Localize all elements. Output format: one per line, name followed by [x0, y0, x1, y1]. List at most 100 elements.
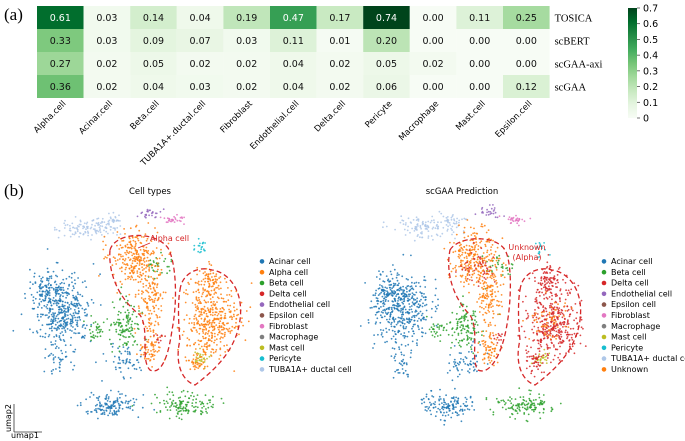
umap-point [518, 406, 521, 409]
umap-point [84, 230, 87, 233]
umap-point [557, 356, 560, 359]
umap-point [459, 248, 461, 251]
umap-point [79, 402, 82, 404]
heatmap-cell [363, 29, 410, 52]
umap-point [59, 294, 62, 296]
umap-point [151, 266, 154, 269]
umap-point [393, 268, 396, 271]
umap-point [52, 354, 55, 356]
umap-point [215, 317, 218, 320]
umap-point [67, 310, 70, 313]
umap-point [414, 298, 417, 301]
umap-point [516, 412, 519, 415]
umap-point [137, 239, 140, 242]
umap-point [421, 312, 424, 315]
umap-point [432, 226, 435, 229]
umap-point [439, 398, 442, 400]
umap-point [126, 353, 129, 355]
heatmap-cell [270, 29, 317, 52]
umap-point [53, 300, 56, 302]
heatmap-value-label: 0.27 [50, 59, 71, 70]
umap-point [68, 229, 71, 232]
umap-point [97, 399, 100, 402]
umap-point [579, 334, 582, 337]
umap-point [210, 355, 213, 357]
umap-point [393, 326, 396, 328]
umap-point [97, 417, 99, 420]
umap-point [212, 281, 215, 284]
umap-point [75, 323, 78, 326]
umap-point [402, 292, 404, 294]
umap-point [141, 346, 143, 349]
umap-point [36, 291, 39, 294]
umap-point [457, 375, 459, 378]
umap-point [63, 227, 66, 229]
umap-point [492, 332, 494, 334]
umap-point [196, 266, 199, 269]
umap-point [66, 306, 69, 308]
umap-point [168, 253, 171, 256]
umap-point [410, 305, 413, 307]
umap-point [482, 300, 485, 302]
umap-point [138, 366, 141, 369]
umap-point [564, 281, 567, 284]
umap-point [462, 230, 465, 232]
umap-point [98, 401, 101, 404]
umap-point [473, 409, 476, 411]
umap-point [210, 325, 213, 327]
umap-point [61, 311, 64, 314]
umap-point [386, 313, 388, 316]
umap-point [103, 257, 105, 260]
umap-point [537, 363, 540, 366]
umap-point [236, 314, 238, 317]
umap-point [79, 293, 82, 296]
umap-point [196, 406, 199, 409]
umap-point [469, 360, 472, 363]
umap-point [154, 212, 157, 215]
umap-point [571, 309, 574, 312]
umap-point [378, 270, 380, 272]
umap-point [236, 308, 238, 311]
umap-point [150, 264, 153, 267]
umap-point [485, 398, 488, 401]
heatmap-value-label: 0.02 [236, 59, 257, 70]
umap-point [104, 403, 107, 406]
umap-point [434, 406, 437, 408]
umap-point [478, 311, 481, 313]
umap-point [206, 402, 209, 405]
umap-point [218, 297, 220, 300]
umap-point [497, 304, 500, 307]
umap-point [487, 325, 490, 327]
umap-point [449, 321, 451, 324]
umap-point [230, 329, 233, 332]
umap-point [223, 344, 226, 347]
umap-point [456, 320, 459, 323]
umap-point [447, 221, 449, 224]
umap-point [467, 331, 470, 333]
heatmap-cell [316, 75, 364, 98]
umap-point [536, 313, 539, 315]
umap-point [210, 340, 213, 343]
umap-point [110, 343, 113, 345]
umap-point [499, 313, 502, 316]
umap-point [491, 295, 493, 298]
umap-point [580, 299, 583, 302]
umap-point [157, 322, 160, 324]
umap-point [488, 241, 491, 243]
umap-point [70, 302, 73, 305]
umap-point [459, 409, 461, 412]
umap-point [63, 340, 66, 343]
umap-point [518, 217, 521, 220]
heatmap-cell [130, 52, 177, 75]
umap-point [546, 313, 549, 316]
umap-point [419, 310, 422, 313]
umap-point [40, 293, 42, 296]
umap-point [195, 329, 198, 332]
umap-point [524, 404, 526, 407]
umap-point [99, 402, 101, 405]
umap-point [114, 229, 116, 231]
umap-point [560, 309, 563, 311]
colorbar-tick-label: 0.7 [643, 4, 658, 15]
umap-point [432, 238, 434, 241]
heatmap-cell [503, 75, 550, 98]
